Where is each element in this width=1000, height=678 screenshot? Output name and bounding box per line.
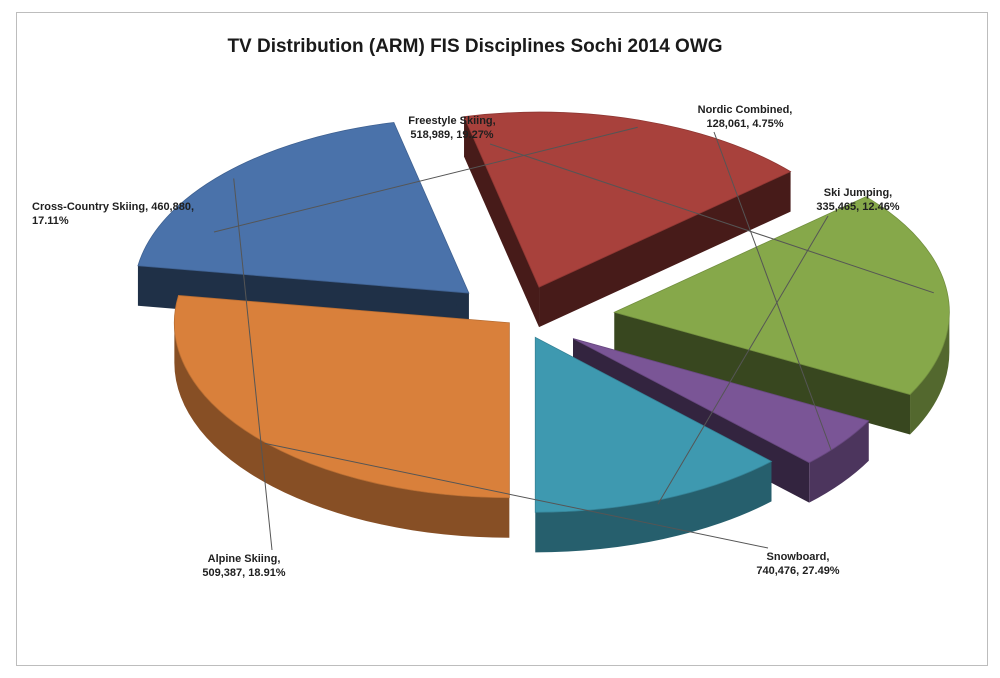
leader-line-alpine-skiing [233,178,273,551]
slice-top-ski-jumping [534,336,773,513]
slice-label-nordic: Nordic Combined, 128,061, 4.75% [698,104,793,130]
slice-side-wall [539,171,791,328]
slice-top-cross-country-skiing [463,111,792,288]
slice-label-skijumping: Ski Jumping, 335,465, 12.46% [816,187,899,213]
label-snowboard-name: Snowboard, [767,551,830,563]
slice-outer-wall [809,420,869,503]
label-crosscountry-line1: Cross-Country Skiing, 460,880, [32,201,194,213]
label-skijumping-name: Ski Jumping, [824,187,892,199]
slice-top-snowboard [174,295,510,499]
label-snowboard-values: 740,476, 27.49% [756,565,839,577]
leader-line-freestyle-skiing [489,143,934,294]
chart-title: TV Distribution (ARM) FIS Disciplines So… [227,36,722,57]
slice-top-nordic-combined [572,338,870,464]
slice-alpine-skiing [137,122,470,334]
leader-line-nordic-combined [713,131,832,451]
label-freestyle-name: Freestyle Skiing, [408,115,495,127]
leader-lines [213,126,934,551]
slice-top-alpine-skiing [137,122,470,294]
label-alpine-name: Alpine Skiing, [208,553,281,565]
label-alpine-values: 509,387, 18.91% [202,567,285,579]
slice-label-crosscountry: Cross-Country Skiing, 460,880, 17.11% [32,201,194,227]
label-nordic-values: 128,061, 4.75% [706,118,783,130]
leader-line-snowboard [264,442,769,549]
slice-outer-wall [535,461,772,553]
label-skijumping-values: 335,465, 12.46% [816,201,899,213]
leader-line-ski-jumping [657,215,829,505]
slice-cross-country-skiing [463,111,792,328]
slice-snowboard [174,295,510,538]
slice-label-snowboard: Snowboard, 740,476, 27.49% [756,551,839,577]
slice-ski-jumping [534,336,773,553]
slice-outer-wall [174,322,510,538]
label-nordic-name: Nordic Combined, [698,104,793,116]
slice-freestyle-skiing [613,196,950,435]
slice-top-freestyle-skiing [613,196,950,395]
slice-label-freestyle: Freestyle Skiing, 518,989, 19.27% [408,115,495,141]
slice-label-alpine: Alpine Skiing, 509,387, 18.91% [202,553,285,579]
leader-line-cross-country-skiing [213,126,638,233]
pie-plot-area [137,111,950,553]
label-freestyle-values: 518,989, 19.27% [410,129,493,141]
slice-side-wall [464,116,540,328]
slice-outer-wall [910,312,950,435]
slice-side-wall [614,312,911,435]
label-crosscountry-percent: 17.11% [32,215,69,227]
